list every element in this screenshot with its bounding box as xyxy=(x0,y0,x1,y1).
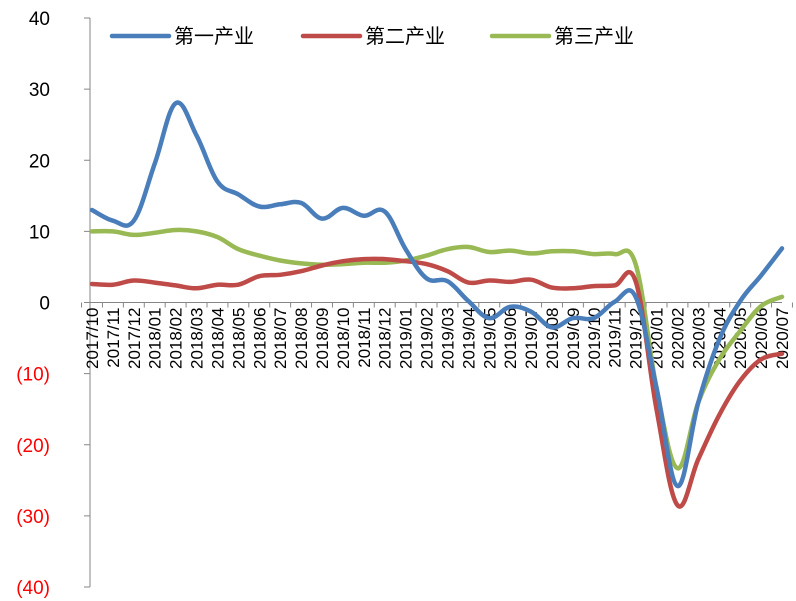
x-tick-label: 2018/02 xyxy=(167,308,186,369)
x-tick-label: 2020/06 xyxy=(752,308,771,369)
x-tick-label: 2019/10 xyxy=(585,308,604,369)
x-tick-label: 2018/08 xyxy=(292,308,311,369)
y-tick-label: 20 xyxy=(29,151,50,172)
y-tick-label: 0 xyxy=(39,294,50,315)
legend-label: 第一产业 xyxy=(174,24,254,48)
axes xyxy=(89,18,782,587)
x-tick-label: 2018/11 xyxy=(355,308,374,368)
x-tick-label: 2017/12 xyxy=(125,308,144,369)
y-tick-label: (10) xyxy=(16,365,50,386)
y-tick-label: 40 xyxy=(29,9,50,30)
x-tick-label: 2017/10 xyxy=(83,308,102,369)
x-tick-label: 2019/11 xyxy=(606,308,625,368)
y-tick-label: 30 xyxy=(29,80,50,101)
x-tick-label: 2020/07 xyxy=(773,308,792,369)
x-tick-label: 2019/12 xyxy=(627,308,646,369)
series-lines xyxy=(89,100,785,509)
x-tick-label: 2019/07 xyxy=(522,308,541,369)
y-axis-ticks: 40 30 20 10 0 (10) (20) (30) (40) xyxy=(16,9,90,599)
legend: 第一产业 第二产业 第三产业 xyxy=(109,24,634,48)
y-tick-label: 10 xyxy=(29,222,50,243)
x-tick-label: 2020/03 xyxy=(689,308,708,369)
x-tick-label: 2019/06 xyxy=(501,308,520,369)
x-tick-label: 2018/01 xyxy=(146,308,165,369)
y-tick-label: (20) xyxy=(16,436,50,457)
y-tick-label: (30) xyxy=(16,507,50,528)
x-tick-label: 2018/03 xyxy=(188,308,207,369)
x-tick-label: 2019/09 xyxy=(564,308,583,369)
y-tick-label: (40) xyxy=(16,578,50,599)
x-tick-label: 2020/02 xyxy=(668,308,687,369)
x-tick-label: 2019/01 xyxy=(397,308,416,369)
x-tick-label: 2019/08 xyxy=(543,308,562,369)
x-tick-label: 2018/07 xyxy=(271,308,290,369)
x-tick-label: 2017/11 xyxy=(104,308,123,368)
x-tick-label: 2018/09 xyxy=(313,308,332,369)
legend-label: 第三产业 xyxy=(554,24,634,48)
series-line-2 xyxy=(89,256,785,509)
legend-label: 第二产业 xyxy=(365,24,445,48)
x-tick-label: 2018/10 xyxy=(334,308,353,369)
x-tick-label: 2018/06 xyxy=(250,308,269,369)
series-line-1 xyxy=(89,100,785,489)
x-tick-label: 2019/05 xyxy=(480,308,499,369)
x-tick-label: 2019/02 xyxy=(418,308,437,369)
x-tick-label: 2018/05 xyxy=(229,308,248,369)
x-axis-ticks: 2017/10 2017/11 2017/12 2018/01 2018/02 2018/… xyxy=(81,302,793,369)
x-tick-label: 2019/04 xyxy=(459,308,478,369)
x-tick-label: 2018/04 xyxy=(208,308,227,369)
x-tick-label: 2018/12 xyxy=(376,308,395,369)
x-tick-label: 2019/03 xyxy=(438,308,457,369)
